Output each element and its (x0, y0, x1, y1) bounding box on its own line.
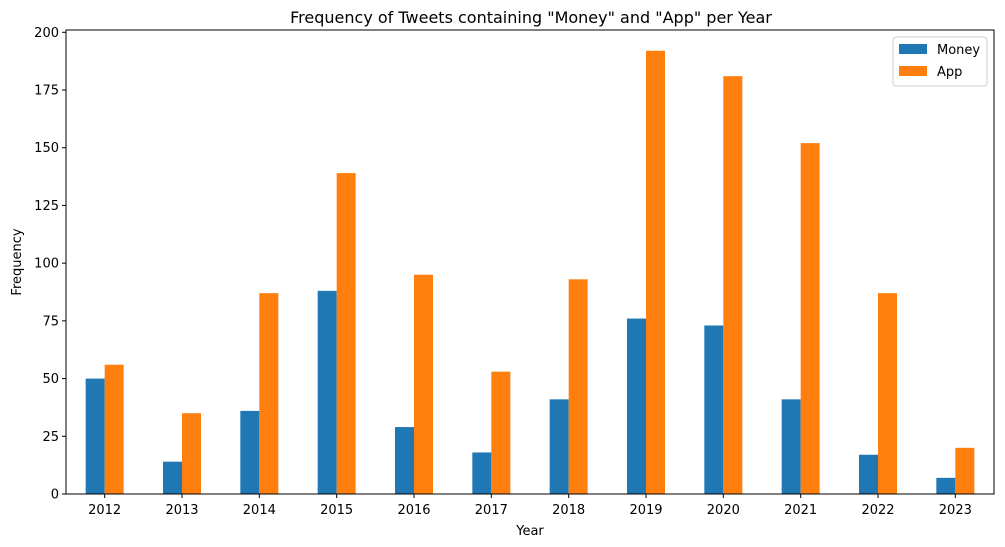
legend-label-money: Money (937, 43, 980, 58)
bar-money-2012 (85, 378, 105, 494)
legend-label-app: App (937, 65, 962, 80)
x-tick-label: 2021 (784, 503, 817, 518)
legend: Money App (892, 36, 988, 87)
y-axis-label: Frequency (10, 228, 25, 295)
x-tick-label: 2020 (707, 503, 740, 518)
bars-layer (85, 50, 975, 495)
bar-money-2020 (704, 325, 724, 494)
x-tick-label: 2016 (397, 503, 430, 518)
y-axis-ticks: 0 25 50 75 100 125 150 175 200 (34, 26, 66, 503)
bar-money-2016 (395, 427, 414, 494)
bar-money-2014 (240, 410, 260, 494)
x-tick-label: 2019 (629, 503, 662, 518)
y-tick-label: 75 (42, 314, 59, 329)
bar-money-2021 (781, 399, 801, 494)
x-tick-label: 2015 (320, 503, 353, 518)
y-tick-label: 25 (42, 430, 59, 445)
bar-app-2022 (878, 293, 897, 494)
chart-title: Frequency of Tweets containing "Money" a… (290, 8, 772, 27)
x-tick-label: 2022 (861, 503, 894, 518)
y-tick-label: 175 (34, 84, 59, 99)
bar-money-2017 (472, 452, 492, 494)
y-tick-label: 125 (34, 199, 59, 214)
bar-app-2013 (182, 413, 201, 494)
x-tick-label: 2014 (243, 503, 276, 518)
plot-frame (65, 29, 995, 495)
bar-app-2020 (723, 76, 743, 495)
bar-money-2018 (549, 399, 569, 494)
bar-app-2023 (955, 447, 975, 494)
x-axis-label: Year (515, 524, 544, 539)
bar-money-2013 (163, 461, 182, 494)
x-tick-label: 2018 (552, 503, 585, 518)
x-axis-ticks: 2012 2013 2014 2015 2016 2017 2018 2019 2020 2021… (88, 494, 972, 518)
bar-money-2022 (859, 454, 878, 494)
bar-app-2017 (491, 371, 511, 494)
bar-app-2014 (259, 293, 279, 494)
y-tick-label: 0 (51, 488, 59, 503)
bar-app-2012 (104, 364, 124, 494)
bar-money-2019 (627, 318, 646, 494)
y-tick-label: 50 (42, 372, 59, 387)
x-tick-label: 2023 (939, 503, 972, 518)
bar-app-2016 (414, 274, 433, 494)
y-tick-label: 100 (34, 257, 59, 272)
legend-swatch-money (899, 44, 927, 54)
x-tick-label: 2017 (475, 503, 508, 518)
bar-money-2023 (936, 477, 956, 494)
bar-app-2015 (336, 173, 356, 494)
y-tick-label: 150 (34, 141, 59, 156)
legend-swatch-app (899, 66, 927, 76)
bar-money-2015 (317, 290, 337, 494)
x-tick-label: 2013 (165, 503, 198, 518)
bar-app-2018 (568, 279, 588, 494)
x-tick-label: 2012 (88, 503, 121, 518)
bar-app-2019 (646, 50, 665, 494)
y-tick-label: 200 (34, 26, 59, 41)
bar-app-2021 (800, 143, 820, 495)
